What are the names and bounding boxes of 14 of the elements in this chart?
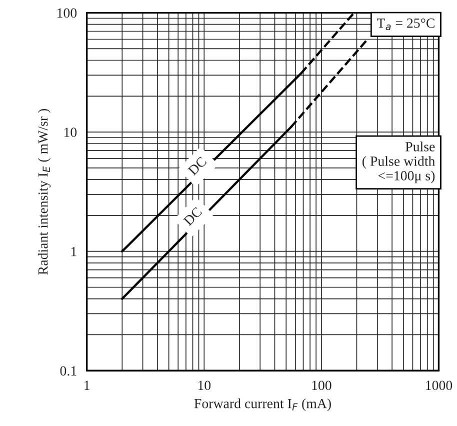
annotation: Pulse ( Pulse width <=100μ s) [362, 142, 436, 184]
x-tick-label: 100 [312, 380, 332, 390]
y-tick-label: 1 [71, 246, 76, 256]
x-tick-label: 1000 [426, 380, 452, 390]
y-tick-label: 10 [64, 128, 77, 138]
x-axis-title: Forward current I$_{F}$ (mA) [194, 398, 331, 412]
y-tick-label: 0.1 [60, 366, 76, 376]
text: DC [182, 206, 202, 226]
y-axis-title: Radiant intensity I$_{E}$ ( mW/sr ) [38, 108, 51, 275]
x-tick-label: 10 [198, 380, 211, 390]
annotation: T$_{a}$ = 25°C [376, 18, 434, 30]
x-tick-label: 1 [84, 380, 90, 390]
y-tick-label: 100 [57, 8, 77, 18]
text: DC [188, 156, 207, 176]
